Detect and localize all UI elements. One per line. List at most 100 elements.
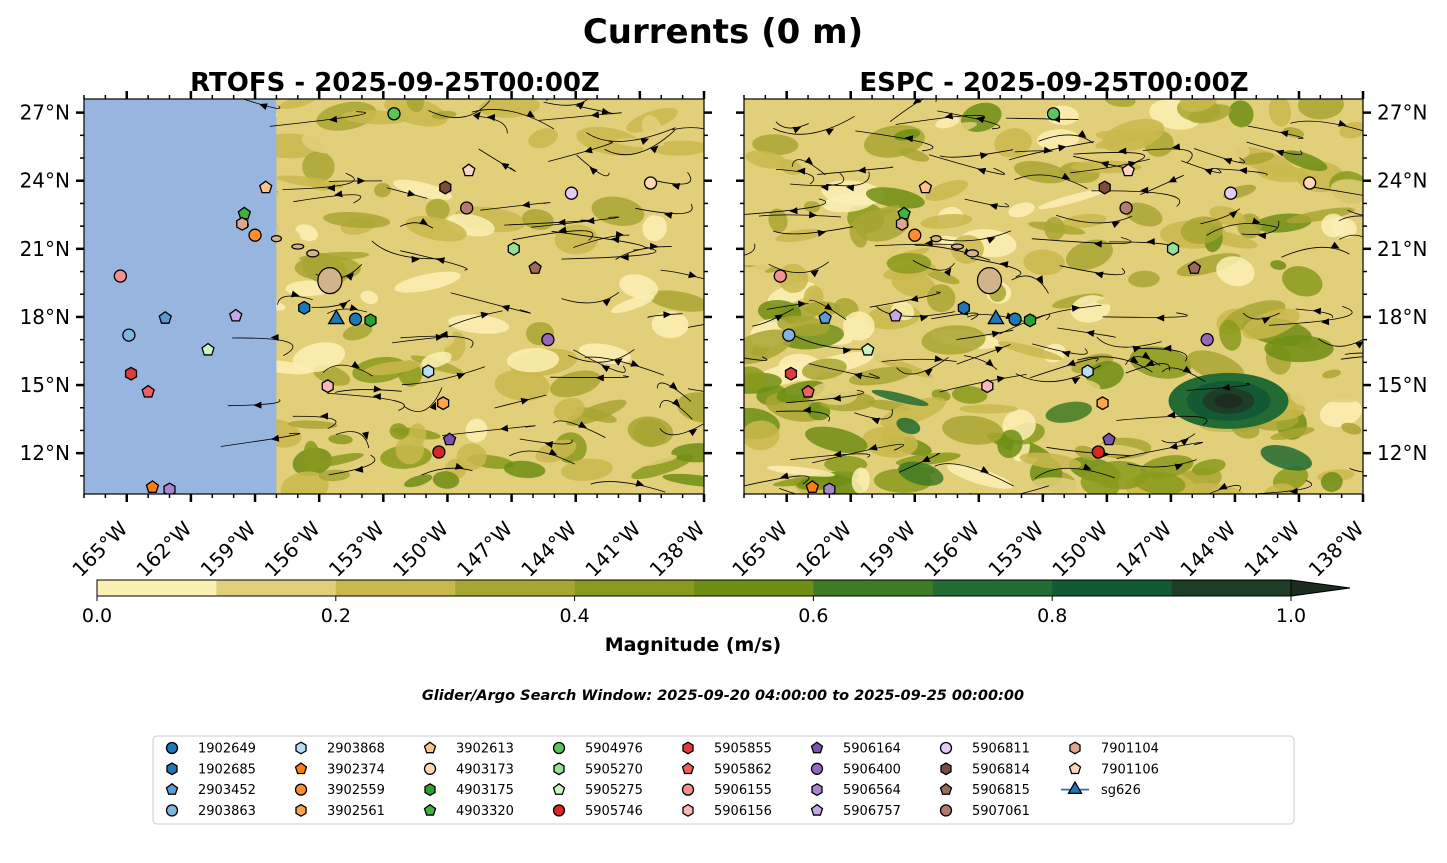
streamline: [934, 463, 1014, 487]
streamline-arrow: [601, 107, 611, 115]
streamline: [1035, 304, 1102, 320]
x-tick-label: 162°W: [131, 516, 196, 581]
x-tick-label: 141°W: [1239, 516, 1304, 581]
colorbar-bin: [455, 580, 576, 596]
speed-contour: [744, 263, 773, 282]
streamline: [504, 219, 591, 226]
float-5904976: [1046, 107, 1061, 121]
speed-contour: [805, 426, 868, 454]
streamline: [647, 313, 683, 318]
streamline: [1070, 158, 1150, 174]
figure-title: Currents (0 m): [583, 12, 863, 52]
streamline: [227, 399, 281, 407]
legend-label: 5904976: [585, 742, 643, 757]
x-tick-label: 162°W: [791, 516, 856, 581]
streamline: [1077, 356, 1153, 373]
colorbar-label: Magnitude (m/s): [605, 634, 782, 656]
streamline-arrow: [520, 397, 530, 405]
x-tick-label: 153°W: [983, 516, 1048, 581]
speed-contour: [303, 440, 321, 471]
streamline: [956, 344, 1011, 365]
streamline: [1206, 223, 1278, 236]
streamline: [1006, 117, 1079, 120]
legend-label: 5906155: [714, 783, 772, 798]
streamline-arrow: [904, 135, 914, 143]
island: [965, 249, 979, 258]
streamline: [1140, 174, 1185, 196]
speed-contour: [302, 151, 335, 183]
streamline: [939, 149, 1014, 158]
speed-contour: [1341, 422, 1362, 435]
y-tick-label: 15°N: [20, 373, 70, 397]
legend-label: 5906400: [843, 762, 901, 777]
speed-contour: [1038, 188, 1107, 210]
streamline: [1347, 209, 1363, 216]
streamline-arrow: [1289, 487, 1298, 494]
speed-contour: [1223, 300, 1286, 331]
streamline: [1211, 168, 1268, 176]
streamline-arrow: [526, 110, 536, 118]
streamline: [590, 481, 666, 493]
x-tick-label: 165°W: [727, 516, 792, 581]
streamline-arrow: [710, 389, 719, 397]
legend-label: 2903868: [327, 742, 385, 757]
x-tick-label: 147°W: [452, 516, 517, 581]
streamline-arrow: [820, 184, 829, 192]
streamline: [232, 337, 294, 357]
streamline-arrow: [1168, 175, 1177, 183]
streamline-arrow: [614, 358, 623, 366]
streamline-arrow: [1058, 144, 1067, 152]
streamline-arrow: [611, 236, 620, 244]
speed-contour: [921, 325, 986, 355]
speed-contour: [752, 134, 799, 156]
streamline: [1055, 214, 1133, 224]
streamline-arrow: [944, 112, 954, 120]
float-5905746: [432, 445, 446, 459]
streamline-arrow: [1218, 482, 1228, 490]
speed-contour: [859, 160, 892, 186]
speed-contour: [661, 246, 704, 261]
speed-contour: [553, 397, 585, 422]
legend: 1902649 1902685 2903452 2903863 2903868 39023…: [152, 735, 1295, 825]
streamline: [659, 399, 693, 420]
streamline: [809, 299, 847, 321]
streamline: [241, 99, 281, 109]
streamline-arrow: [589, 166, 598, 175]
speed-contour: [522, 209, 554, 230]
float-5907061: [460, 201, 474, 215]
colorbar-tick-label: 0.4: [559, 605, 589, 627]
streamline: [1340, 356, 1363, 360]
streamline: [869, 291, 941, 308]
streamline: [1031, 237, 1132, 244]
streamline: [471, 109, 555, 130]
speed-contour: [1019, 452, 1082, 470]
legend-marker-4903173: [423, 762, 437, 775]
legend-marker-5905855: [682, 741, 694, 755]
search-window-text: Glider/Argo Search Window: 2025-09-20 04…: [422, 688, 1024, 704]
speed-contour: [360, 290, 379, 305]
streamline-arrow: [372, 393, 382, 401]
streamline: [615, 246, 672, 260]
streamline-arrow: [924, 368, 933, 377]
float-5905855: [784, 366, 798, 381]
streamline-arrow: [774, 314, 784, 322]
speed-contour: [363, 360, 421, 376]
legend-label: 7901104: [1101, 742, 1159, 757]
legend-marker-4903320: [423, 803, 437, 816]
streamline-arrow: [986, 237, 996, 244]
x-tick-label: 156°W: [260, 516, 325, 581]
legend-label: 3902561: [327, 804, 385, 819]
speed-contour: [495, 418, 512, 434]
streamline: [550, 375, 629, 378]
streamline-arrow: [663, 311, 672, 319]
float-3902561: [1096, 396, 1109, 411]
streamline-arrow: [521, 201, 531, 209]
streamline-arrow: [833, 450, 842, 458]
speed-contour: [478, 99, 540, 118]
streamline-arrow: [635, 479, 645, 487]
streamline-arrow: [804, 156, 814, 165]
colorbar: 0.0 0.2 0.4 0.6 0.8 1.0: [82, 579, 1351, 627]
legend-label: 7901106: [1101, 762, 1159, 777]
streamline: [1125, 356, 1161, 366]
legend-marker-5906811: [939, 741, 953, 755]
